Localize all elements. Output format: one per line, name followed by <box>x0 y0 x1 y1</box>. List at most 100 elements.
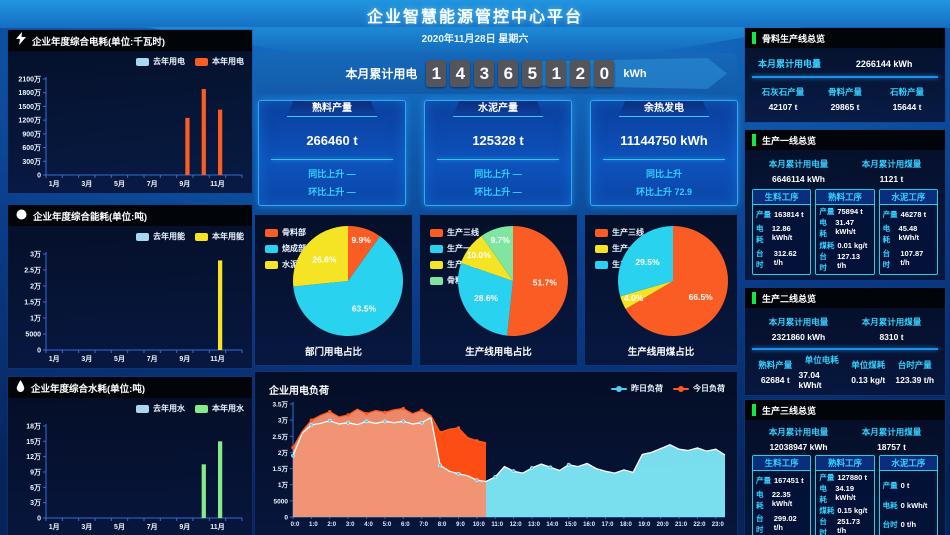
stat-value: 8310 t <box>879 332 904 342</box>
stat-item: 熟料产量 62684 t <box>752 352 799 391</box>
stat-label: 单位电耗 <box>804 354 839 365</box>
svg-text:8:0: 8:0 <box>438 522 447 528</box>
process-card: 水泥工序 产量 46278 t 电耗 45.48 kWh/t 台时 107.87 t/h <box>878 189 938 275</box>
divider <box>752 76 938 78</box>
stat-value: 37.04 kWh/t <box>798 369 822 390</box>
stat-value: 15644 t <box>892 102 922 112</box>
process-row: 产量 167451 t <box>756 475 804 485</box>
svg-text:19:0: 19:0 <box>638 522 651 528</box>
power-load-area-chart[interactable]: 0 5000 1万 1.5万 2万 2.5万 3万 3.5万 0:0 1:0 2:0 3:0 4:0 5:… <box>261 400 731 530</box>
divider <box>603 159 725 160</box>
legend-item[interactable]: 本年用水 <box>195 403 244 414</box>
process-cards: 生料工序 产量 163814 t 电耗 12.86 kWh/t 台时 312.62 t/h 熟… <box>752 189 938 276</box>
legend-item[interactable]: 本年用电 <box>195 56 244 67</box>
legend-label: 本年用电 <box>212 57 244 66</box>
counter-unit: kWh <box>623 67 647 80</box>
svg-text:9.7%: 9.7% <box>490 235 510 245</box>
annual-energy-bar-chart[interactable]: 0 5000 1万 1.5万 2万 2.5万 3万 1月 3月 5月 7月 9月 11月 <box>10 248 248 364</box>
legend-item[interactable]: 今日负荷 <box>673 383 725 394</box>
legend-item[interactable]: 去年用电 <box>136 56 185 67</box>
dept-power-pie-chart[interactable]: 9.9% 63.5% 26.6% <box>290 223 406 339</box>
svg-text:0: 0 <box>284 515 288 522</box>
svg-text:3月: 3月 <box>81 355 92 363</box>
svg-text:1.5万: 1.5万 <box>24 299 41 307</box>
svg-text:11月: 11月 <box>210 180 224 188</box>
process-card: 水泥工序 产量 0 t 电耗 0 kWh/t 台时 0 t/h <box>878 455 938 535</box>
legend-item[interactable]: 生产三线 <box>595 227 644 238</box>
stat-item: 本月累计用电量 2321860 kWh <box>752 311 845 347</box>
legend-item[interactable]: 生产一线 <box>430 243 479 254</box>
legend-item[interactable]: 生产三线 <box>430 227 479 238</box>
svg-text:13:0: 13:0 <box>528 522 541 528</box>
process-row: 电耗 0 kWh/t <box>882 500 928 510</box>
aggregate-line-overview-panel: 骨料生产线总览 本月累计用电量 2266144 kWh 石灰石产量 42107 t 骨… <box>745 28 945 122</box>
yoy-text: 同比上升 — <box>474 169 522 179</box>
line3-overview-panel: 生产三线总览 本月累计用电量 12038947 kWh 本月累计用煤量 18757 t… <box>745 400 945 535</box>
svg-text:1万: 1万 <box>278 481 289 489</box>
stat-item: 骨料产量 29865 t <box>814 80 876 118</box>
legend-label: 烧成部 <box>282 244 306 253</box>
legend-item[interactable]: 烧成部 <box>265 243 306 254</box>
process-row: 煤耗 0.01 kg/t <box>819 240 868 250</box>
svg-text:0: 0 <box>37 173 41 180</box>
svg-text:51.7%: 51.7% <box>533 278 558 288</box>
green-accent-bar <box>752 134 756 146</box>
line-coal-pie-panel: 生产三线生产一线生产二线 66.5%4.0%29.5% 生产线用煤占比 <box>585 215 737 365</box>
annual-water-bar-chart[interactable]: 0 3万 6万 9万 12万 15万 18万 1月 3月 5月 7月 9月 11月 <box>10 420 248 532</box>
legend-swatch <box>611 385 627 392</box>
svg-text:1月: 1月 <box>49 523 60 531</box>
stat-label: 熟料产量 <box>758 359 793 370</box>
legend-item[interactable]: 生产一线 <box>595 243 644 254</box>
card-value: 11144750 kWh <box>620 133 708 148</box>
digit-box: 5 <box>522 60 543 87</box>
process-row: 电耗 31.47 kWh/t <box>819 218 856 239</box>
bottom-stats: 石灰石产量 42107 t 骨料产量 29865 t 石粉产量 15644 t <box>752 80 938 118</box>
svg-text:9月: 9月 <box>179 180 190 188</box>
svg-text:15万: 15万 <box>26 438 41 446</box>
mom-text: 环比上升 72.9 <box>635 187 693 197</box>
area-chart-title: 企业用电负荷 <box>269 386 329 397</box>
legend-swatch <box>136 57 149 66</box>
legend-item[interactable]: 水泥部 <box>265 259 306 270</box>
card-value: 125328 t <box>472 133 524 148</box>
stat-item: 单位电耗 37.04 kWh/t <box>799 352 846 391</box>
svg-text:10.0%: 10.0% <box>467 250 492 260</box>
svg-text:2:0: 2:0 <box>327 522 336 528</box>
svg-text:3万: 3万 <box>278 417 289 425</box>
line-coal-pie-chart[interactable]: 66.5% 4.0% 29.5% <box>615 223 731 339</box>
card-title: 余热发电 <box>618 101 710 117</box>
header-band <box>0 0 950 28</box>
svg-text:9月: 9月 <box>179 355 190 363</box>
legend-label: 生产三线 <box>447 228 479 237</box>
process-title: 水泥工序 <box>879 190 937 205</box>
legend-item[interactable]: 去年用水 <box>136 403 185 414</box>
stat-item: 石灰石产量 42107 t <box>752 80 814 118</box>
counter-label: 本月累计用电 <box>345 67 418 81</box>
digit-box: 3 <box>474 60 495 87</box>
process-row: 台时 251.73 t/h <box>819 517 861 535</box>
legend-item[interactable]: 去年用能 <box>136 231 185 242</box>
svg-text:4.0%: 4.0% <box>624 293 644 303</box>
stat-value: 62684 t <box>760 374 790 385</box>
divider <box>271 159 393 160</box>
panel-title: 企业年度综合电耗(单位:千瓦时) <box>32 36 165 48</box>
process-row: 台时 312.62 t/h <box>756 249 797 269</box>
stat-value: 1121 t <box>879 174 904 184</box>
svg-text:300万: 300万 <box>22 158 41 166</box>
legend-item[interactable]: 昨日负荷 <box>611 383 663 394</box>
annual-power-bar-chart[interactable]: 0 300万 600万 900万 1200万 1500万 1800万 2100万 1月 3月 5月 7… <box>10 73 248 189</box>
svg-text:2万: 2万 <box>278 449 289 457</box>
digit-box: 1 <box>546 60 567 87</box>
legend-item[interactable]: 本年用能 <box>195 231 244 242</box>
process-row: 产量 127880 t <box>819 473 867 482</box>
svg-text:5月: 5月 <box>114 355 125 363</box>
svg-text:2.5万: 2.5万 <box>24 267 41 275</box>
annual-energy-panel: 企业年度综合能耗(单位:吨) 去年用能 本年用能 0 5000 1万 1.5万 2万 2.5… <box>8 205 252 368</box>
panel-title: 生产一线总览 <box>762 135 817 146</box>
svg-text:7月: 7月 <box>147 523 158 531</box>
stat-item: 台时产量 123.39 t/h <box>892 352 939 391</box>
legend-item[interactable]: 骨料部 <box>265 227 306 238</box>
line-power-pie-chart[interactable]: 51.7% 28.6% 10.0% 9.7% <box>455 223 571 339</box>
legend: 昨日负荷 今日负荷 <box>611 383 725 394</box>
legend-label: 去年用电 <box>153 57 185 66</box>
